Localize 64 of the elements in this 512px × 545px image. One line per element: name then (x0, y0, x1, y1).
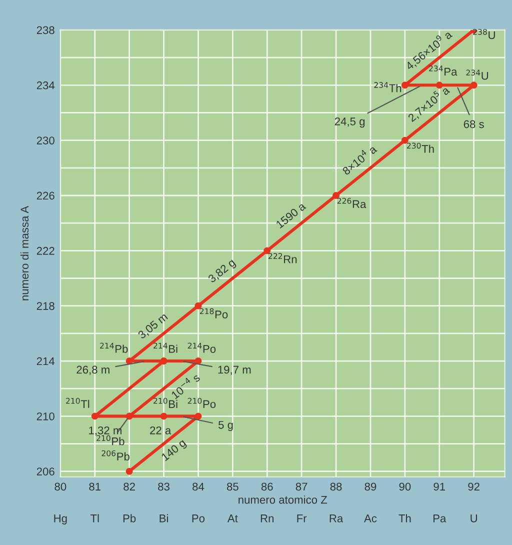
annotation: 1,32 m (89, 426, 122, 436)
text: Fr (297, 514, 307, 522)
annotation: 2,7×10$^{5}$ a (406, 84, 452, 124)
text: Hg (54, 514, 67, 525)
text: Rn (260, 514, 274, 522)
y-tick-label: 226 (36, 192, 54, 200)
annotation: $^{214}$Pb (100, 342, 128, 353)
x-axis-title: numero atomico Z (238, 496, 328, 504)
x-tick-label: 81 (89, 482, 101, 491)
annotation: $^{226}$Ra (337, 198, 366, 208)
y-tick-label: 234 (36, 81, 55, 90)
y-tick-label: 210 (36, 412, 54, 420)
annotation: $^{218}$Po (200, 308, 228, 318)
annotation: $^{210}$Pb (96, 435, 124, 446)
annotation: $^{210}$Bi (154, 398, 178, 408)
x-tick-label: 88 (330, 482, 342, 491)
x-tick-label: 85 (226, 482, 238, 491)
text: Pa (433, 514, 446, 522)
text: Th (398, 514, 411, 522)
y-axis-title: numero di massa A (20, 206, 29, 300)
y-tick-label: 218 (36, 302, 54, 310)
text: Tl (90, 514, 99, 522)
x-tick-label: 87 (296, 482, 308, 491)
x-tick-label: 89 (364, 482, 376, 491)
annotation: 24,5 g (334, 118, 365, 128)
annotation: 3,82 g (208, 258, 238, 285)
annotation: $^{206}$Pb (102, 450, 130, 460)
text: Po (192, 514, 205, 522)
annotation: $^{210}$Po (188, 398, 216, 408)
x-tick-label: 92 (468, 482, 480, 491)
annotation: $^{230}$Th (406, 142, 434, 153)
text: Pb (123, 514, 136, 522)
annotation: $^{234}$U (466, 70, 488, 80)
annotation: 26,8 m (76, 366, 110, 375)
annotation: $^{222}$Rn (268, 253, 297, 264)
x-tick-label: 91 (434, 482, 446, 491)
annotation: 22 a (150, 426, 172, 434)
x-tick-label: 83 (158, 482, 170, 491)
annotation: $^{214}$Po (188, 342, 216, 353)
annotation: 8×10$^{4}$ a (340, 143, 378, 176)
text: Ra (330, 514, 344, 522)
x-tick-label: 82 (124, 482, 135, 491)
annotation: 3,05 m (137, 312, 169, 340)
text: Bi (160, 514, 168, 522)
annotation: $^{210}$Tl (66, 398, 90, 408)
text: Ac (364, 514, 377, 522)
annotation: 140 g (160, 438, 188, 463)
y-tick-label: 222 (36, 246, 54, 255)
y-tick-label: 206 (36, 468, 54, 476)
annotation: $^{214}$Bi (154, 342, 178, 353)
y-tick-label: 230 (36, 136, 54, 144)
x-tick-label: 80 (54, 482, 66, 491)
x-tick-label: 86 (261, 482, 273, 491)
y-tick-label: 238 (36, 26, 54, 34)
x-tick-label: 90 (399, 482, 411, 491)
annotation: 5 g (218, 421, 233, 432)
text: U (470, 514, 477, 522)
y-tick-label: 214 (36, 357, 55, 366)
annotation: 19,7 m (218, 366, 251, 375)
annotation: 10$^{−4}$ s (170, 372, 200, 400)
x-tick-label: 84 (192, 482, 204, 491)
annotation: $^{234}$Th (374, 82, 402, 92)
text: At (227, 514, 238, 522)
annotation: 68 s (464, 120, 484, 128)
